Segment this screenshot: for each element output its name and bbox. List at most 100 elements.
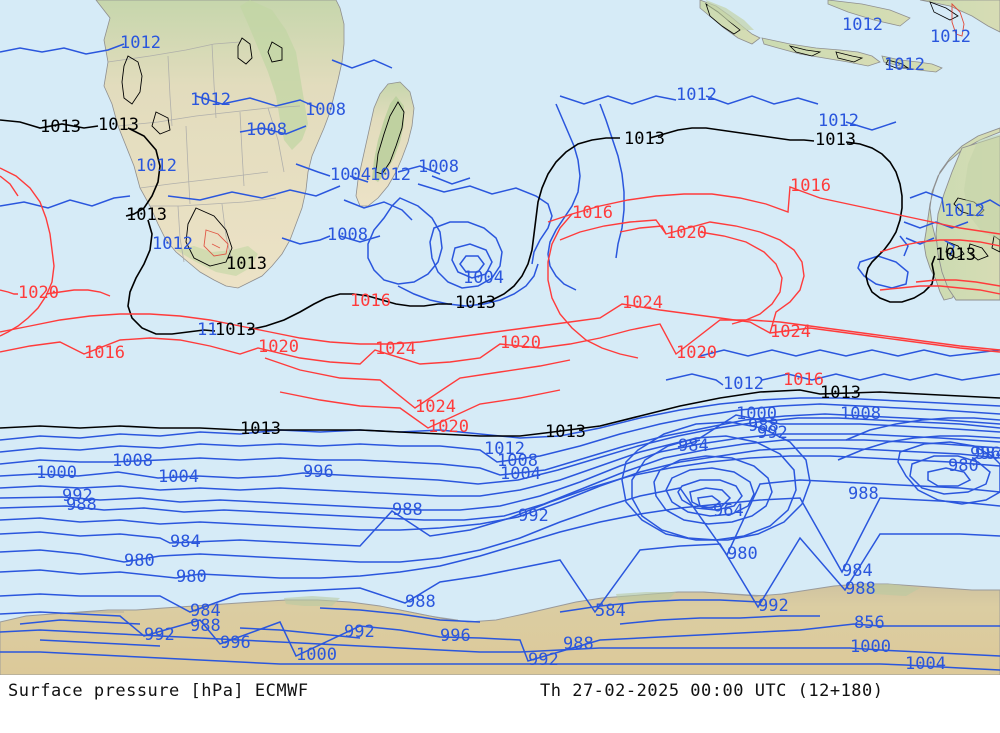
isobar-label-988: 988 — [748, 416, 779, 436]
isobar-label-964: 964 — [713, 501, 744, 521]
isobar-label-988: 988 — [66, 495, 97, 515]
isobar-label-1008: 1008 — [840, 404, 881, 424]
isobar-label-1012: 1012 — [190, 90, 231, 110]
isobar-label-1000: 1000 — [36, 463, 77, 483]
isobar-label-1004: 1004 — [330, 165, 371, 185]
isobar-label-988: 988 — [392, 500, 423, 520]
isobar-label-1013: 1013 — [455, 293, 496, 313]
isobar-label-1013: 1013 — [820, 383, 861, 403]
isobars-high — [0, 167, 1000, 429]
isobar-label-1012: 1012 — [944, 201, 985, 221]
isobar-label-1004: 1004 — [500, 464, 541, 484]
isobar-label-1012: 1012 — [484, 439, 525, 459]
isobar-label-984: 984 — [975, 444, 1000, 464]
isobar-label-1012: 1012 — [884, 55, 925, 75]
isobar-label-1013: 1013 — [240, 419, 281, 439]
isobar-label-1012: 1012 — [136, 156, 177, 176]
isobar-label-1013: 1013 — [40, 117, 81, 137]
isobar-label-1020: 1020 — [258, 337, 299, 357]
isobar-label-992: 992 — [528, 650, 559, 670]
isobar-label-1000: 1000 — [296, 645, 337, 665]
isobar-label-1004: 1004 — [905, 654, 946, 674]
isobar-label-1024: 1024 — [375, 339, 416, 359]
isobar-label-984: 584 — [595, 601, 626, 621]
isobar-label-1008: 1008 — [305, 100, 346, 120]
isobar-label-1013: 1013 — [545, 422, 586, 442]
isobar-label-988: 988 — [405, 592, 436, 612]
isobar-label-996: 996 — [970, 444, 1000, 464]
isobar-label-1000: 1000 — [736, 404, 777, 424]
isobar-label-1008: 1008 — [246, 120, 287, 140]
landmass-indonesia — [699, 0, 1000, 73]
isobar-label-988: 988 — [563, 634, 594, 654]
isobar-label-996: 856 — [854, 613, 885, 633]
isobar-label-1020: 1020 — [500, 333, 541, 353]
isobar-label-1013: 1013 — [215, 320, 256, 340]
isobar-label-996: 996 — [303, 462, 334, 482]
isobar-label-1004: 1004 — [463, 268, 504, 288]
isobar-label-988: 988 — [190, 616, 221, 636]
isobar-label-1004: 1004 — [158, 467, 199, 487]
isobar-label-984: 984 — [842, 561, 873, 581]
isobar-label-1012: 1012 — [842, 15, 883, 35]
isobar-label-1008: 1008 — [327, 225, 368, 245]
isobar-label-1016: 1016 — [790, 176, 831, 196]
isobar-label-992: 992 — [758, 596, 789, 616]
isobar-label-992: 992 — [757, 423, 788, 443]
isobar-label-1013: 1013 — [935, 245, 976, 265]
isobar-label-1024: 1024 — [622, 293, 663, 313]
map-canvas — [0, 0, 1000, 675]
isobar-label-992: 992 — [62, 486, 93, 506]
isobar-label-1008: 1008 — [418, 157, 459, 177]
isobar-label-1008: 1008 — [112, 451, 153, 471]
isobar-label-1012: 1012 — [930, 27, 971, 47]
isobar-label-996: 996 — [220, 633, 251, 653]
isobar-label-1012: 1012 — [120, 33, 161, 53]
isobar-label-980: 980 — [948, 456, 979, 476]
landmass-madagascar — [355, 81, 415, 207]
valid-time: Th 27-02-2025 00:00 UTC (12+180) — [540, 681, 884, 701]
isobar-label-1012: 1012 — [676, 85, 717, 105]
isobar-label-1013: 1013 — [126, 205, 167, 225]
landmass-australia — [923, 127, 1000, 301]
isobar-label-1012: 11 — [197, 320, 218, 340]
isobar-label-988: 988 — [848, 484, 879, 504]
isobar-label-988: 988 — [845, 579, 876, 599]
isobar-label-1012: 1012 — [818, 111, 859, 131]
isobar-label-1016: 1016 — [783, 370, 824, 390]
map-footer: Surface pressure [hPa] ECMWF Th 27-02-20… — [0, 675, 1000, 733]
isobar-label-1016: 1016 — [350, 291, 391, 311]
isobar-label-1024: 1024 — [415, 397, 456, 417]
landmass-southern-africa — [95, 0, 345, 289]
isobar-label-1008: 1008 — [497, 451, 538, 471]
isobars-low — [0, 43, 1000, 671]
isobar-label-984: 984 — [190, 601, 221, 621]
isobar-label-1012: 1012 — [370, 165, 411, 185]
product-title: Surface pressure [hPa] ECMWF — [8, 681, 309, 701]
isobar-label-1013: 1013 — [98, 115, 139, 135]
pressure-contour-map[interactable]: 1012 1012 1008 1008 1013 1013 1012 1004 1012 1008… — [0, 0, 1000, 675]
isobar-label-980: 980 — [727, 544, 758, 564]
isobar-label-1013: 1013 — [226, 254, 267, 274]
isobar-label-1020: 1020 — [18, 283, 59, 303]
isobar-label-992: 992 — [344, 622, 375, 642]
isobar-label-1024: 1024 — [770, 322, 811, 342]
isobar-label-1013: 1013 — [624, 129, 665, 149]
isobar-label-1020: 1020 — [428, 417, 469, 437]
isobar-label-980: 980 — [124, 551, 155, 571]
isobar-label-992: 992 — [518, 506, 549, 526]
isobar-label-1000: 1000 — [850, 637, 891, 657]
isobar-label-1020: 1020 — [676, 343, 717, 363]
isobars-1013 — [0, 119, 1000, 437]
isobar-label-1012: 1012 — [152, 234, 193, 254]
landmass-antarctica — [0, 583, 1000, 675]
isobar-label-1012: 1012 — [723, 374, 764, 394]
isobar-label-996: 996 — [440, 626, 471, 646]
isobar-label-980: 980 — [176, 567, 207, 587]
isobar-label-984: 984 — [170, 532, 201, 552]
isobar-label-984: 984 — [678, 436, 709, 456]
isobar-label-1013: 1013 — [815, 130, 856, 150]
isobar-label-1020: 1020 — [666, 223, 707, 243]
isobar-label-1016: 1016 — [84, 343, 125, 363]
